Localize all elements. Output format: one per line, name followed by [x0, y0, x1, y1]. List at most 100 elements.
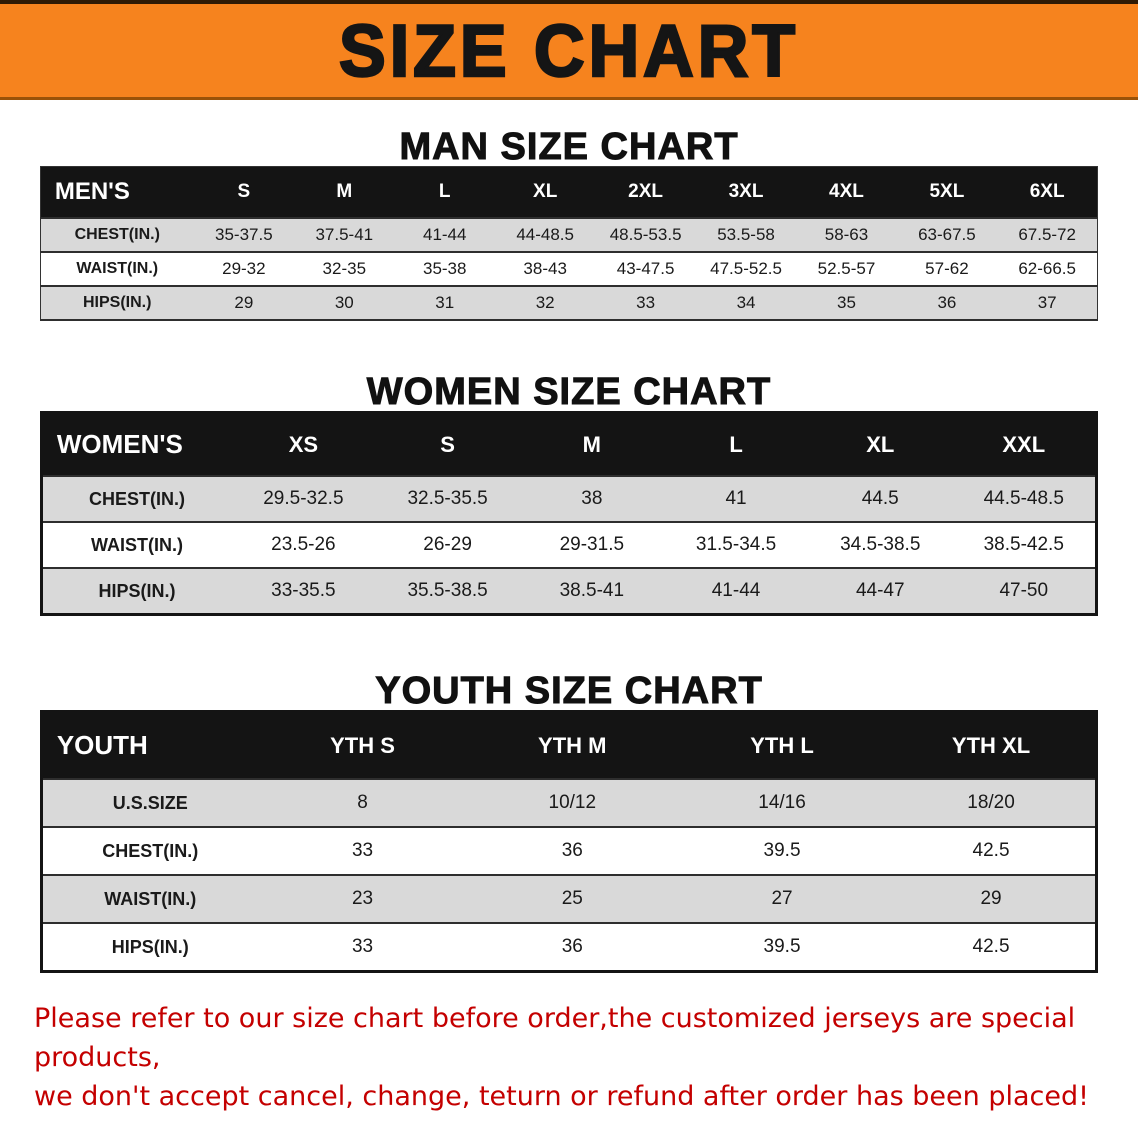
value-cell: 44-47: [808, 567, 953, 616]
men-size-table: MEN'S S M L XL 2XL 3XL 4XL 5XL 6XL CHEST(IN.) 35-37…: [39, 166, 1099, 321]
value-cell: 38.5-41: [519, 567, 664, 616]
table-title-cell: WOMEN'S: [56, 429, 183, 459]
size-header-cell: S: [237, 181, 251, 202]
value-cell: 41-44: [663, 567, 809, 616]
value-cell: 39.5: [677, 826, 887, 875]
size-header-cell: XL: [866, 431, 895, 457]
value-cell: 33: [257, 826, 468, 875]
value-cell: 18/20: [886, 778, 1097, 827]
value-cell: 39.5: [677, 922, 887, 973]
table-header-row: WOMEN'S XS S M L XL XXL: [41, 412, 1097, 476]
disclaimer-line-1: Please refer to our size chart before or…: [34, 1003, 1076, 1074]
value-cell: 47.5-52.5: [695, 251, 797, 286]
value-cell: 43-47.5: [595, 251, 696, 286]
value-cell: 23.5-26: [231, 521, 376, 568]
row-label-cell: CHEST(IN.): [40, 217, 194, 252]
women-section-heading: WOMEN SIZE CHART: [366, 371, 772, 413]
table-title-cell: MEN'S: [54, 178, 130, 205]
row-label-cell: WAIST(IN.): [40, 251, 194, 286]
value-cell: 33: [257, 922, 468, 973]
row-label-cell: HIPS(IN.): [41, 567, 232, 616]
women-size-table: WOMEN'S XS S M L XL XXL CHEST(IN.) 29.5-32.5 32.5…: [39, 411, 1099, 616]
size-header-cell: XXL: [1002, 431, 1046, 457]
value-cell: 27: [677, 874, 887, 923]
table-header-row: MEN'S S M L XL 2XL 3XL 4XL 5XL 6XL: [40, 166, 1098, 218]
value-cell: 35: [796, 285, 897, 321]
value-cell: 8: [257, 778, 468, 827]
size-header-cell: M: [582, 431, 601, 457]
value-cell: 36: [896, 285, 998, 321]
size-chart-banner: SIZE CHART: [0, 0, 1138, 100]
row-label-cell: U.S.SIZE: [41, 778, 258, 827]
value-cell: 57-62: [896, 251, 998, 286]
value-cell: 33: [595, 285, 696, 321]
youth-size-table: YOUTH YTH S YTH M YTH L YTH XL U.S.SIZE 8 10/12…: [39, 710, 1099, 973]
value-cell: 29-32: [193, 251, 295, 286]
value-cell: 67.5-72: [997, 217, 1098, 252]
value-cell: 52.5-57: [796, 251, 897, 286]
table-row: HIPS(IN.) 33-35.5 35.5-38.5 38.5-41 41-44 44-…: [41, 567, 1097, 616]
value-cell: 34.5-38.5: [808, 521, 953, 568]
value-cell: 31: [394, 285, 495, 321]
value-cell: 35.5-38.5: [375, 567, 520, 616]
value-cell: 29: [886, 874, 1097, 923]
row-label-cell: WAIST(IN.): [41, 521, 232, 568]
size-header-cell: L: [438, 181, 451, 202]
value-cell: 33-35.5: [231, 567, 376, 616]
table-header-row: YOUTH YTH S YTH M YTH L YTH XL: [41, 711, 1097, 779]
size-header-cell: 3XL: [728, 181, 764, 202]
size-header-cell: 6XL: [1029, 181, 1065, 202]
value-cell: 25: [467, 874, 678, 923]
size-header-cell: YTH M: [538, 732, 607, 758]
value-cell: 10/12: [467, 778, 678, 827]
value-cell: 32: [494, 285, 596, 321]
value-cell: 41-44: [394, 217, 495, 252]
value-cell: 32.5-35.5: [375, 475, 520, 522]
value-cell: 58-63: [796, 217, 897, 252]
value-cell: 63-67.5: [896, 217, 998, 252]
value-cell: 38-43: [494, 251, 596, 286]
value-cell: 42.5: [886, 826, 1097, 875]
value-cell: 44-48.5: [494, 217, 596, 252]
size-header-cell: YTH L: [750, 732, 814, 758]
table-row: WAIST(IN.) 29-32 32-35 35-38 38-43 43-47.5 47.…: [40, 251, 1098, 286]
value-cell: 36: [467, 826, 678, 875]
disclaimer-line-2: we don't accept cancel, change, teturn o…: [34, 1081, 1089, 1113]
table-row: WAIST(IN.) 23.5-26 26-29 29-31.5 31.5-34.5 34…: [41, 521, 1097, 568]
value-cell: 53.5-58: [695, 217, 797, 252]
value-cell: 30: [294, 285, 395, 321]
value-cell: 62-66.5: [997, 251, 1098, 286]
size-header-cell: YTH XL: [951, 732, 1031, 758]
size-header-cell: S: [440, 431, 455, 457]
size-header-cell: L: [729, 431, 743, 457]
value-cell: 31.5-34.5: [663, 521, 809, 568]
value-cell: 34: [695, 285, 797, 321]
value-cell: 38: [519, 475, 664, 522]
size-header-cell: XL: [533, 181, 558, 202]
value-cell: 41: [663, 475, 809, 522]
table-row: CHEST(IN.) 29.5-32.5 32.5-35.5 38 41 44.5 44.5…: [41, 475, 1097, 522]
row-label-cell: CHEST(IN.): [41, 475, 232, 522]
value-cell: 23: [257, 874, 468, 923]
table-row: HIPS(IN.) 33 36 39.5 42.5: [41, 922, 1097, 973]
value-cell: 29.5-32.5: [231, 475, 376, 522]
value-cell: 38.5-42.5: [952, 521, 1097, 568]
value-cell: 35-37.5: [193, 217, 295, 252]
value-cell: 35-38: [394, 251, 495, 286]
size-header-cell: 2XL: [628, 181, 664, 202]
page-title: SIZE CHART: [338, 9, 799, 92]
table-title-cell: YOUTH: [56, 730, 148, 760]
value-cell: 37.5-41: [294, 217, 395, 252]
value-cell: 44.5-48.5: [952, 475, 1097, 522]
value-cell: 29-31.5: [519, 521, 664, 568]
row-label-cell: HIPS(IN.): [41, 922, 258, 973]
row-label-cell: CHEST(IN.): [41, 826, 258, 875]
value-cell: 32-35: [294, 251, 395, 286]
table-row: CHEST(IN.) 33 36 39.5 42.5: [41, 826, 1097, 875]
row-label-cell: WAIST(IN.): [41, 874, 258, 923]
youth-section-heading: YOUTH SIZE CHART: [375, 670, 763, 712]
size-header-cell: 4XL: [829, 181, 864, 202]
value-cell: 47-50: [952, 567, 1097, 616]
value-cell: 26-29: [375, 521, 520, 568]
